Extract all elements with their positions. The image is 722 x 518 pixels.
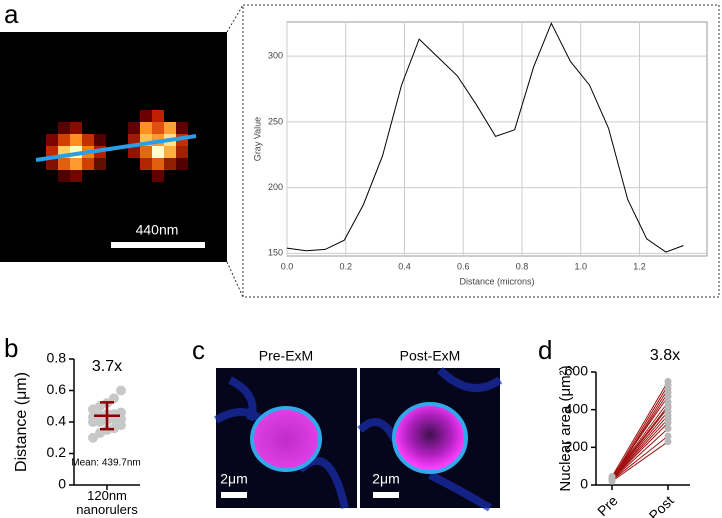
image-label: Post-ExM	[400, 348, 461, 364]
y-axis-label: Nuclear area (μm²)	[557, 365, 574, 491]
x-tick-label: 0.0	[281, 261, 294, 271]
y-tick-label: 400	[565, 400, 589, 416]
plot-frame	[286, 21, 708, 257]
x-tick-label: 0.2	[339, 261, 352, 271]
x-tick-label: 1.2	[633, 261, 646, 271]
pair-line	[611, 441, 669, 482]
scale-bar-label: 2μm	[220, 471, 248, 487]
x-tick-label: Post	[646, 492, 677, 518]
pair-line	[611, 435, 669, 481]
y-tick-label: 200	[268, 182, 283, 192]
data-point	[88, 432, 98, 443]
x-tick-label: 1.0	[574, 261, 587, 271]
line	[286, 22, 684, 253]
y-tick-label: 150	[268, 248, 283, 258]
micrograph	[213, 367, 503, 512]
pair-line	[611, 405, 669, 479]
data-point	[664, 398, 672, 406]
pair-line	[611, 414, 669, 480]
data-point	[664, 425, 672, 432]
pair-line	[611, 388, 669, 481]
panel-label: a	[4, 0, 19, 29]
y-tick-label: 0.2	[47, 444, 67, 460]
y-tick-label: 600	[565, 363, 589, 379]
data-point	[664, 377, 672, 385]
y-tick-label: 0.4	[47, 413, 67, 429]
y-tick-label: 200	[565, 438, 589, 454]
y-axis-label: Distance (μm)	[13, 372, 30, 472]
data-point	[664, 432, 672, 440]
x-tick-label: 120nm nanorulers	[76, 488, 138, 517]
y-tick-label: 0	[58, 476, 66, 492]
data-point	[664, 438, 672, 446]
x-tick-label: Pre	[594, 492, 621, 518]
panel-label: c	[192, 335, 205, 365]
image-label: Pre-ExM	[259, 348, 313, 364]
annotation: Mean: 439.7nm	[71, 458, 141, 469]
pair-line	[611, 418, 669, 480]
x-tick-label: 0.8	[516, 261, 529, 271]
y-tick-label: 250	[268, 116, 283, 126]
y-tick-label: 300	[268, 51, 283, 61]
data-point	[608, 473, 616, 481]
pair-line	[611, 422, 669, 480]
pair-line	[611, 381, 669, 477]
data-point	[116, 385, 126, 396]
chart-title: 3.8x	[650, 347, 680, 364]
zoom-box	[226, 4, 720, 298]
pair-line	[611, 428, 669, 481]
scale-bar-label: 440nm	[136, 222, 179, 238]
x-tick-label: 0.4	[398, 261, 411, 271]
chart-title: 3.7x	[92, 358, 122, 375]
y-tick-label: 0	[580, 476, 588, 492]
y-tick-label: 0.6	[47, 381, 67, 397]
panel-label: b	[4, 333, 18, 363]
y-axis-label: Gray Value	[252, 117, 262, 161]
x-tick-label: 0.6	[457, 261, 470, 271]
scale-bar-label: 2μm	[372, 471, 400, 487]
heatmap-image	[0, 32, 227, 262]
data-point	[109, 393, 119, 404]
panel-label: d	[538, 335, 552, 365]
y-tick-label: 0.8	[47, 350, 67, 366]
pair-line	[611, 384, 669, 479]
x-axis-label: Distance (microns)	[459, 276, 534, 286]
